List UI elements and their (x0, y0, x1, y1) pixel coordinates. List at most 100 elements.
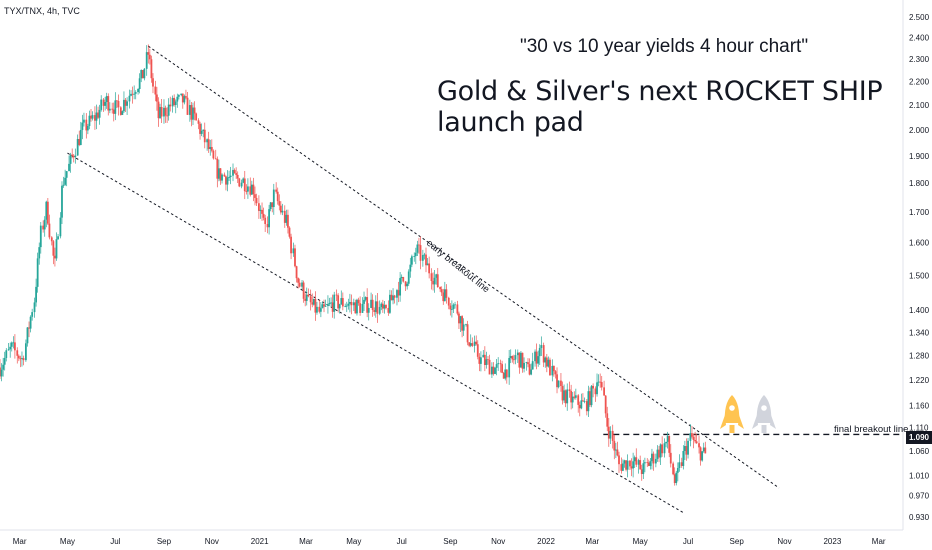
candle-body (97, 112, 99, 118)
candle-body (52, 241, 55, 256)
candle-body (0, 369, 3, 377)
candle-body (242, 178, 245, 183)
candle-body (5, 350, 8, 358)
candle-body (692, 436, 695, 441)
candle-body (443, 289, 446, 302)
candle-body (150, 59, 153, 79)
candle-body (620, 464, 623, 471)
candle-body (68, 163, 70, 172)
candle-body (577, 395, 580, 405)
candle-body (367, 307, 370, 313)
candle-body (217, 168, 220, 179)
candle-body (665, 441, 667, 444)
candle-body (48, 223, 51, 238)
candle-body (335, 294, 338, 296)
candle-body (252, 184, 255, 195)
x-tick-label: Jul (397, 537, 407, 546)
candle-body (297, 278, 300, 283)
candle-body (682, 450, 685, 466)
candle-body (9, 346, 12, 350)
candle-body (321, 304, 324, 309)
rocket-gold-icon (720, 395, 744, 433)
x-tick-label: Mar (872, 537, 886, 546)
candle-body (156, 94, 158, 102)
candle-body (261, 209, 263, 214)
candle-body (594, 388, 597, 395)
candle-body (94, 115, 96, 121)
x-tick-label: 2021 (251, 537, 269, 546)
candle-body (578, 404, 581, 409)
candle-body (673, 474, 676, 484)
candle-body (121, 111, 124, 115)
candle-body (17, 355, 20, 359)
candle-body (704, 447, 707, 454)
candle-body (597, 381, 600, 383)
candle-body (691, 433, 693, 437)
candle-body (128, 95, 131, 102)
candle-body (418, 244, 420, 246)
candle-body (203, 129, 206, 143)
candle-body (349, 302, 351, 304)
candle-body (123, 99, 125, 112)
candle-body (145, 52, 148, 69)
candle-body (190, 105, 193, 120)
candle-body (699, 447, 702, 461)
x-tick-label: Nov (491, 537, 505, 546)
y-tick-label: 1.280 (909, 351, 930, 360)
x-tick-label: Nov (205, 537, 219, 546)
candle-body (580, 400, 583, 409)
y-tick-label: 1.600 (909, 239, 930, 248)
candle-body (552, 365, 555, 372)
candle-body (3, 357, 6, 365)
chart-title: Gold & Silver's next ROCKET SHIP launch … (437, 76, 883, 138)
x-tick-label: May (60, 537, 75, 546)
candle-body (107, 96, 110, 111)
candle-body (164, 107, 167, 116)
candle-body (364, 297, 367, 300)
candle-body (647, 462, 650, 466)
x-tick-label: Mar (585, 537, 599, 546)
y-tick-label: 1.060 (909, 447, 930, 456)
x-axis: Mar May Jul Sep Nov 2021 Mar May Jul Sep Nov 2022 Ma… (13, 537, 886, 546)
candle-body (19, 358, 22, 360)
candle-body (357, 299, 360, 304)
trendline (147, 45, 780, 489)
candle-body (374, 301, 377, 312)
candle-body (45, 201, 48, 220)
candle-body (292, 248, 295, 254)
candle-body (78, 139, 81, 145)
candle-body (333, 294, 336, 312)
candle-body (117, 101, 120, 108)
candle-body (193, 107, 196, 114)
candle-body (544, 357, 547, 363)
candle-body (69, 154, 72, 164)
candle-body (622, 463, 624, 471)
candle-body (549, 359, 551, 376)
candle-body (228, 177, 230, 178)
candle-body (423, 254, 426, 256)
candle-body (419, 245, 422, 261)
candle-body (268, 209, 270, 228)
candle-body (209, 147, 212, 150)
candle-body (502, 372, 505, 379)
candle-body (476, 344, 479, 357)
candle-body (625, 460, 627, 470)
candle-body (302, 282, 305, 299)
candle-body (649, 461, 652, 466)
candle-body (425, 254, 427, 266)
candle-body (534, 351, 536, 362)
candle-body (509, 356, 512, 358)
candle-body (298, 282, 301, 287)
candle-body (635, 457, 638, 465)
candle-body (288, 227, 291, 237)
candle-body (307, 294, 310, 297)
candle-body (514, 355, 517, 360)
candle-body (169, 104, 172, 107)
candle-body (637, 460, 640, 465)
candle-body (114, 100, 117, 114)
candle-body (240, 182, 243, 187)
candle-body (225, 176, 227, 185)
candle-body (672, 463, 675, 475)
candle-body (663, 443, 666, 454)
